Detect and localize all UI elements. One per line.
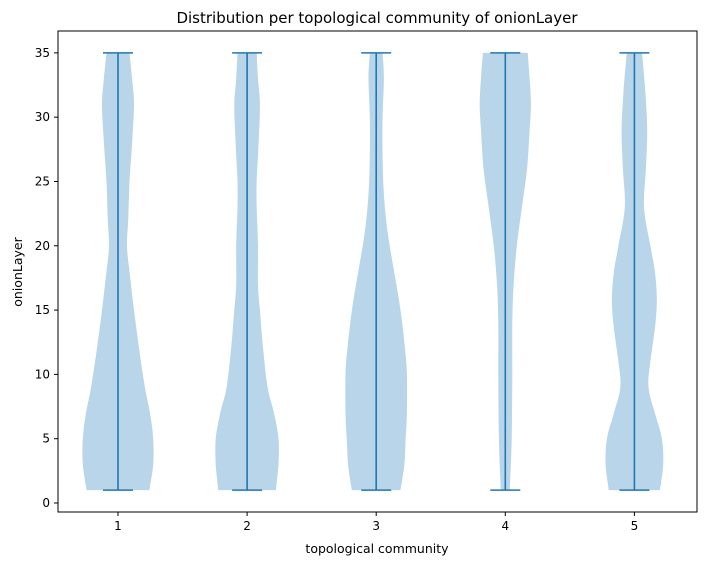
x-axis: 1 2 3 4 5: [114, 512, 638, 533]
y-tick-label-25: 25: [35, 174, 50, 188]
y-tick-label-20: 20: [35, 239, 50, 253]
plot-frame: [57, 30, 698, 513]
y-tick-label-35: 35: [35, 46, 50, 60]
x-axis-label: topological community: [305, 541, 449, 556]
x-tick-label-4: 4: [501, 519, 509, 533]
y-tick-label-0: 0: [42, 496, 50, 510]
y-axis: 0 5 10 15 20 25 30 35: [35, 46, 58, 510]
x-tick-label-1: 1: [114, 519, 122, 533]
chart-title: Distribution per topological community o…: [176, 9, 578, 27]
y-tick-label-30: 30: [35, 110, 50, 124]
y-tick-label-10: 10: [35, 367, 50, 381]
y-tick-label-15: 15: [35, 303, 50, 317]
y-axis-label: onionLayer: [10, 236, 25, 306]
y-tick-label-5: 5: [42, 432, 50, 446]
x-tick-label-5: 5: [631, 519, 639, 533]
x-tick-label-2: 2: [243, 519, 251, 533]
x-tick-label-3: 3: [372, 519, 380, 533]
violin-bodies: [82, 52, 664, 491]
